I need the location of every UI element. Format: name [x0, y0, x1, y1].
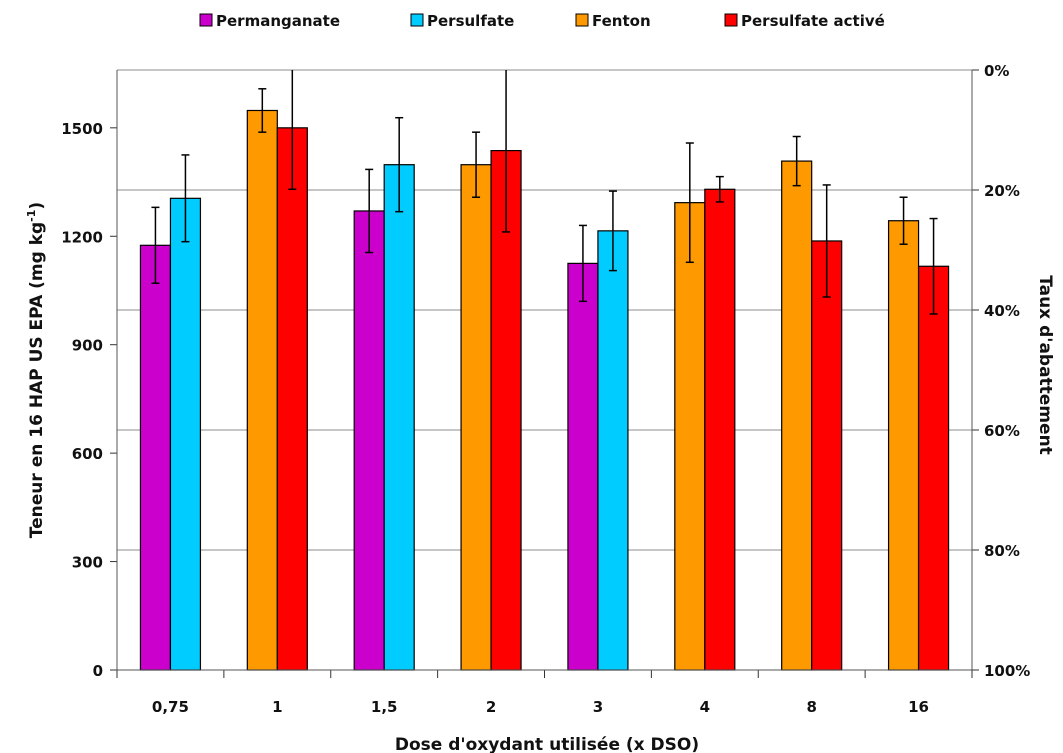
bar [567, 262, 599, 671]
x-tick-label: 16 [908, 698, 929, 716]
bar [276, 127, 308, 671]
x-tick-label: 0,75 [152, 698, 189, 716]
y2-tick-label: 80% [984, 542, 1020, 560]
y-tick-labels: 0 300 600 900 1200 1500 [61, 120, 103, 680]
y-axis-title: Teneur en 16 HAP US EPA (mg kg-1) [25, 202, 47, 538]
y-tick-label: 0 [93, 662, 103, 680]
bar [917, 265, 950, 671]
gridlines [117, 69, 972, 551]
y-tick-label: 1500 [61, 120, 103, 138]
legend-swatch [410, 13, 424, 27]
bar [811, 240, 843, 671]
y2-tick-label: 100% [984, 662, 1030, 680]
x-axis-title: Dose d'oxydant utilisée (x DSO) [395, 735, 699, 753]
x-tick-labels: 0,75 1 1,5 2 3 4 8 16 [152, 698, 929, 716]
bar [246, 109, 278, 671]
y2-tick-label: 40% [984, 302, 1020, 320]
bar [169, 197, 202, 671]
x-tick-label: 4 [700, 698, 710, 716]
error-bars [151, 70, 938, 315]
x-tick-label: 1 [272, 698, 282, 716]
y-axis-title-close: ) [27, 202, 47, 210]
y-axis-title-main: Teneur en 16 HAP US EPA (mg kg [27, 222, 47, 538]
legend-swatch [724, 13, 738, 27]
legend: Permanganate Persulfate Fenton Persulfate a… [199, 12, 885, 30]
legend-label: Permanganate [216, 12, 340, 30]
bar [887, 220, 920, 671]
bar [781, 160, 813, 671]
y2-axis-title: Taux d'abattement [1035, 275, 1055, 455]
y2-tick-label: 20% [984, 182, 1020, 200]
legend-swatch [199, 13, 213, 27]
x-tick-label: 8 [806, 698, 816, 716]
bar [490, 150, 522, 671]
y-tick-label: 900 [72, 337, 103, 355]
y-axis-title-superscript: -1 [25, 210, 38, 222]
y2-tick-labels: 0% 20% 40% 60% 80% 100% [984, 62, 1030, 680]
y-tick-label: 600 [72, 445, 103, 463]
bar [383, 164, 415, 671]
bar [139, 244, 172, 671]
bar [460, 164, 492, 671]
y2-tick-label: 0% [984, 62, 1009, 80]
y-tick-label: 300 [72, 554, 103, 572]
legend-label: Persulfate [427, 12, 514, 30]
legend-label: Fenton [592, 12, 651, 30]
legend-label: Persulfate activé [741, 12, 885, 30]
legend-swatch [575, 13, 589, 27]
x-tick-label: 2 [486, 698, 496, 716]
x-tick-label: 3 [593, 698, 603, 716]
bar [353, 210, 385, 671]
bar [674, 202, 706, 671]
y2-tick-label: 60% [984, 422, 1020, 440]
bar [597, 230, 629, 671]
axes [110, 69, 979, 678]
y-tick-label: 1200 [61, 228, 103, 246]
x-tick-label: 1,5 [371, 698, 398, 716]
bars [139, 109, 950, 671]
bar [704, 188, 736, 671]
